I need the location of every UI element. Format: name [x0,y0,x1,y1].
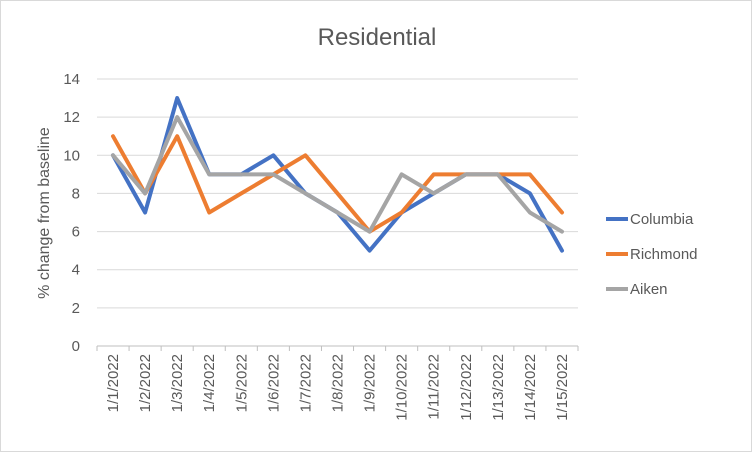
x-tick-label: 1/6/2022 [265,354,282,412]
y-tick-label: 2 [72,300,80,317]
series-line-richmond [111,134,564,234]
x-tick-label: 1/8/2022 [330,354,347,412]
x-tick-label: 1/15/2022 [554,354,571,421]
series-lines [111,96,564,253]
x-tick-label: 1/5/2022 [233,354,250,412]
series-line-aiken [111,115,564,234]
legend: Columbia Richmond Aiken [606,211,698,298]
y-tick-label: 14 [63,71,80,88]
legend-label-columbia: Columbia [630,211,694,228]
chart-title: Residential [318,24,437,51]
y-tick-label: 10 [63,147,80,164]
x-tick-label: 1/13/2022 [490,354,507,421]
y-tick-label: 12 [63,109,80,126]
y-tick-label: 4 [72,262,80,279]
x-tick-labels: 1/1/2022 1/2/2022 1/3/2022 1/4/2022 1/5/2022… [96,346,579,421]
legend-label-aiken: Aiken [630,281,668,298]
x-tick-label: 1/14/2022 [522,354,539,421]
y-tick-labels: 0 2 4 6 8 10 12 14 [63,71,80,355]
x-tick-label: 1/2/2022 [137,354,154,412]
x-tick-label: 1/7/2022 [297,354,314,412]
x-tick-label: 1/3/2022 [169,354,186,412]
y-tick-label: 0 [72,338,80,355]
y-tick-label: 8 [72,185,80,202]
x-tick-label: 1/12/2022 [458,354,475,421]
legend-label-richmond: Richmond [630,246,698,263]
x-tick-label: 1/9/2022 [362,354,379,412]
y-axis-label: % change from baseline [36,127,53,299]
y-tick-label: 6 [72,224,80,241]
x-tick-label: 1/11/2022 [426,354,443,420]
x-tick-label: 1/4/2022 [201,354,218,412]
x-tick-label: 1/1/2022 [105,354,122,412]
x-tick-label: 1/10/2022 [394,354,411,421]
